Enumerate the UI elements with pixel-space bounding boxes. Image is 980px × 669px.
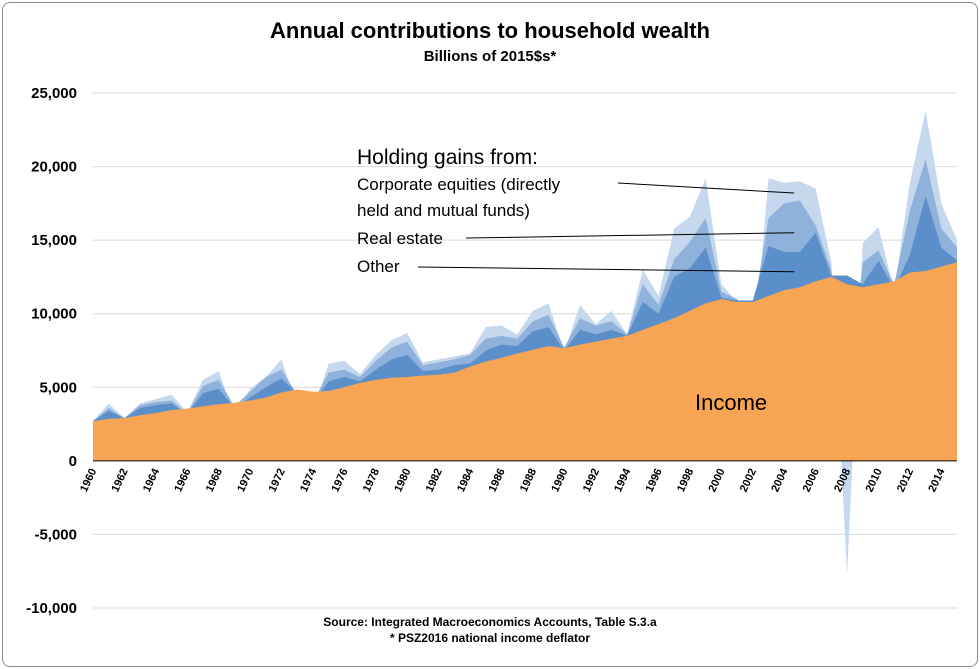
x-tick-label: 1968 — [204, 467, 225, 494]
source-note: Source: Integrated Macroeconomics Accoun… — [0, 614, 980, 646]
annotation-leader-line — [417, 266, 795, 273]
x-tick-label: 2002 — [738, 467, 759, 494]
y-tick-label: -5,000 — [34, 526, 77, 543]
x-tick-label: 1974 — [298, 466, 320, 494]
x-tick-label: 1990 — [549, 467, 570, 494]
x-tick-label: 1980 — [392, 467, 413, 494]
source-text: Source: Integrated Macroeconomics Accoun… — [323, 615, 657, 629]
y-tick-label: 5,000 — [39, 379, 77, 396]
deflator-note: * PSZ2016 national income deflator — [389, 631, 591, 645]
annotation-real-estate: Real estate — [357, 229, 443, 248]
series-area-income — [93, 262, 957, 461]
annotation-leader-line — [465, 232, 795, 239]
x-tick-label: 1998 — [675, 467, 696, 494]
annotations: Holding gains from: Corporate equities (d… — [357, 146, 795, 415]
chart-subtitle: Billions of 2015$s* — [423, 48, 557, 65]
annotation-corporate-equities: Corporate equities (directly — [357, 175, 561, 194]
x-tick-label: 1976 — [329, 467, 350, 494]
x-tick-label: 1964 — [141, 466, 163, 494]
y-tick-label: 0 — [69, 453, 77, 470]
x-tick-label: 2000 — [706, 467, 727, 494]
x-tick-label: 1996 — [644, 467, 665, 494]
annotation-corporate-equities-line2: held and mutual funds) — [357, 201, 530, 220]
x-tick-label: 1984 — [455, 466, 477, 494]
chart-title: Annual contributions to household wealth — [270, 18, 710, 43]
x-tick-label: 1966 — [172, 467, 193, 494]
x-tick-label: 1994 — [612, 466, 634, 494]
x-tick-label: 1992 — [581, 467, 602, 494]
x-tick-label: 1986 — [487, 467, 508, 494]
annotation-other: Other — [357, 257, 400, 276]
x-tick-label: 2004 — [769, 466, 791, 494]
y-tick-label: 20,000 — [31, 159, 77, 176]
annotation-leader-line — [617, 182, 795, 194]
x-tick-label: 1970 — [235, 467, 256, 494]
x-tick-label: 1962 — [110, 467, 131, 494]
x-tick-label: 1978 — [361, 467, 382, 494]
legend-heading: Holding gains from: — [357, 146, 538, 169]
y-tick-label: -10,000 — [26, 600, 77, 617]
x-tick-label: 2010 — [864, 467, 885, 494]
x-tick-label: 2006 — [801, 467, 822, 494]
area-series — [93, 110, 957, 576]
x-tick-label: 1982 — [424, 467, 445, 494]
income-area-label: Income — [695, 390, 767, 415]
x-tick-label: 1960 — [78, 467, 99, 494]
y-tick-label: 10,000 — [31, 306, 77, 323]
y-tick-label: 25,000 — [31, 85, 77, 102]
x-tick-label: 2014 — [926, 466, 948, 494]
x-tick-label: 1988 — [518, 467, 539, 494]
x-tick-label: 2012 — [895, 467, 916, 494]
y-tick-label: 15,000 — [31, 232, 77, 249]
x-tick-label: 1972 — [267, 467, 288, 494]
